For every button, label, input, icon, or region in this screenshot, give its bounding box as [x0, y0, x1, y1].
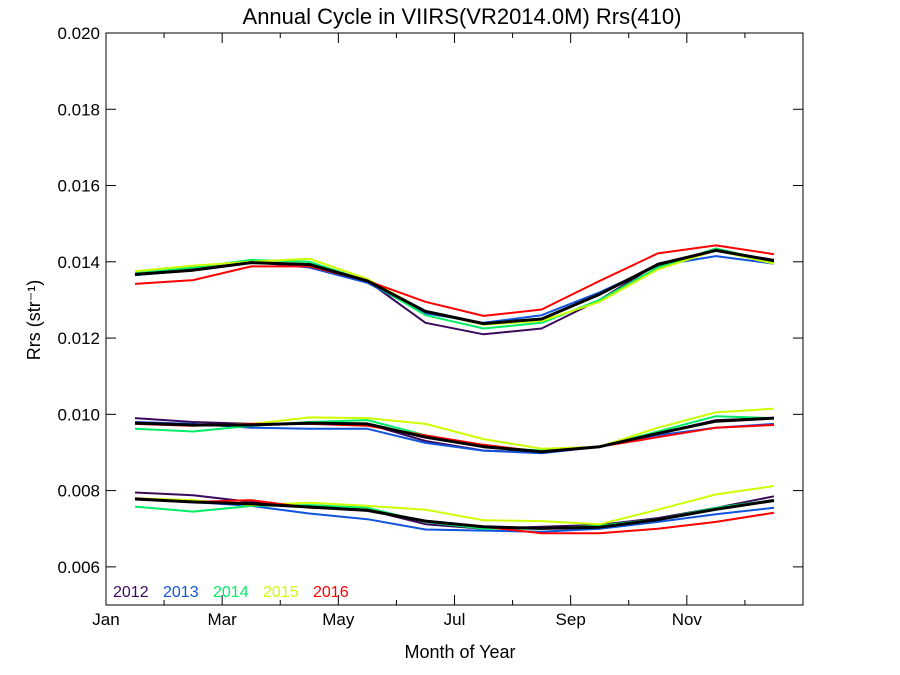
series-line-mean — [134, 416, 775, 454]
y-tick-label: 0.018 — [57, 100, 100, 119]
x-tick-label: Mar — [208, 610, 238, 629]
y-axis-label: Rrs (str⁻¹) — [24, 280, 44, 360]
series-line-2014 — [134, 247, 775, 330]
x-tick-label: Sep — [556, 610, 586, 629]
legend-item-2013: 2013 — [163, 584, 199, 601]
series-line-mean — [134, 497, 775, 530]
y-tick-label: 0.008 — [57, 482, 100, 501]
chart-title: Annual Cycle in VIIRS(VR2014.0M) Rrs(410… — [243, 4, 682, 29]
x-tick-label: Nov — [672, 610, 703, 629]
y-tick-label: 0.012 — [57, 329, 100, 348]
y-axis: 0.006 0.008 0.010 0.012 0.014 0.016 0.018 0.020 — [57, 24, 803, 577]
x-axis-label: Month of Year — [404, 642, 515, 662]
y-tick-label: 0.010 — [57, 405, 100, 424]
y-tick-label: 0.020 — [57, 24, 100, 43]
y-tick-label: 0.016 — [57, 177, 100, 196]
legend-item-2012: 2012 — [113, 584, 149, 601]
series-line-mean — [134, 248, 775, 326]
x-axis: Jan Mar May Jul Sep Nov — [92, 33, 746, 629]
series-line-2016 — [134, 244, 775, 317]
x-tick-label: Jul — [444, 610, 466, 629]
legend-item-2014: 2014 — [213, 584, 249, 601]
series-layer — [134, 244, 775, 535]
x-tick-label: May — [322, 610, 355, 629]
y-tick-label: 0.006 — [57, 558, 100, 577]
y-tick-label: 0.014 — [57, 253, 100, 272]
legend-item-2016: 2016 — [313, 584, 349, 601]
legend-item-2015: 2015 — [263, 584, 299, 601]
x-tick-label: Jan — [92, 610, 119, 629]
legend: 2012 2013 2014 2015 2016 — [113, 584, 349, 601]
